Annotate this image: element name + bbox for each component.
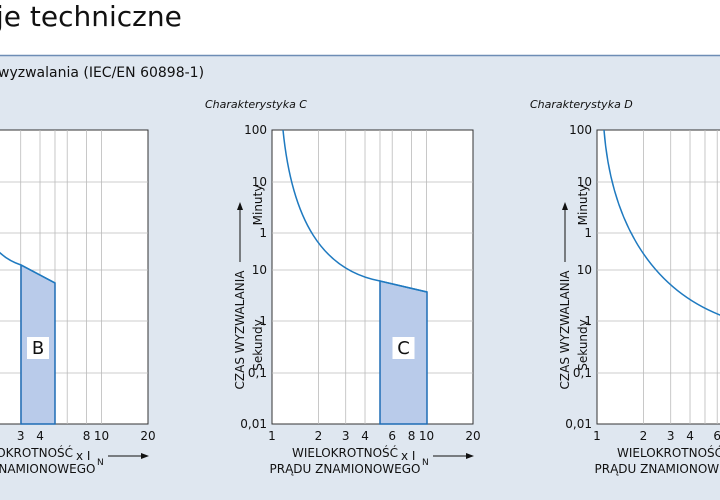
x-tick-label: 6 bbox=[388, 429, 396, 443]
y-tick-label: 100 bbox=[244, 123, 267, 137]
section-title: wyzwalania (IEC/EN 60898-1) bbox=[0, 65, 204, 81]
y-axis-label: CZAS WYZWALANIA bbox=[558, 270, 572, 390]
charts: B3481020WIELOKROTNOŚĆPRĄDU ZNAMIONOWEGOx… bbox=[0, 98, 720, 476]
chart-title: Charakterystyka D bbox=[530, 98, 633, 111]
x-tick-label: 3 bbox=[17, 429, 25, 443]
x-unit: x I bbox=[76, 449, 90, 463]
chart-title: Charakterystyka C bbox=[205, 98, 307, 111]
y-unit-lower: Sekundy bbox=[251, 319, 265, 371]
trip-curve bbox=[603, 129, 720, 316]
y-tick-label: 10 bbox=[252, 175, 267, 189]
y-tick-label: 1 bbox=[584, 226, 592, 240]
x-axis-label: PRĄDU ZNAMIONOWEGO bbox=[0, 462, 95, 476]
y-tick-label: 0,1 bbox=[248, 366, 267, 380]
x-tick-label: 4 bbox=[361, 429, 369, 443]
y-tick-label: 10 bbox=[577, 175, 592, 189]
y-tick-label: 1 bbox=[259, 226, 267, 240]
y-tick-label: 0,1 bbox=[573, 366, 592, 380]
x-axis-label: WIELOKROTNOŚĆ bbox=[617, 445, 720, 460]
plot-area bbox=[271, 129, 474, 425]
y-tick-label: 0,01 bbox=[240, 417, 267, 431]
zone-label: B bbox=[32, 338, 44, 359]
y-tick-label: 1 bbox=[259, 314, 267, 328]
y-axis-arrowhead bbox=[237, 202, 243, 210]
header-bg bbox=[0, 0, 720, 40]
x-tick-label: 8 bbox=[408, 429, 416, 443]
x-tick-label: 1 bbox=[593, 429, 601, 443]
x-axis-arrowhead bbox=[466, 453, 474, 459]
y-unit-upper: Minuty bbox=[251, 185, 265, 226]
x-tick-label: 4 bbox=[686, 429, 694, 443]
y-tick-label: 10 bbox=[252, 263, 267, 277]
y-axis-arrowhead bbox=[562, 202, 568, 210]
y-tick-label: 100 bbox=[569, 123, 592, 137]
x-tick-label: 8 bbox=[83, 429, 91, 443]
zone-label: C bbox=[397, 338, 410, 359]
y-unit-lower: Sekundy bbox=[576, 319, 590, 371]
y-tick-label: 1 bbox=[584, 314, 592, 328]
trip-curve bbox=[0, 251, 56, 284]
y-unit-upper: Minuty bbox=[576, 185, 590, 226]
x-tick-label: 2 bbox=[315, 429, 323, 443]
x-axis-label: PRĄDU ZNAMIONOWEGO bbox=[270, 462, 421, 476]
x-axis-label: PRĄDU ZNAMIONOWEGO bbox=[595, 462, 720, 476]
zone-label-box bbox=[392, 337, 415, 359]
x-tick-label: 20 bbox=[465, 429, 480, 443]
x-tick-label: 3 bbox=[667, 429, 675, 443]
page-title: je techniczne bbox=[0, 0, 182, 33]
x-axis-label: WIELOKROTNOŚĆ bbox=[0, 445, 73, 460]
x-axis-label: WIELOKROTNOŚĆ bbox=[292, 445, 398, 460]
trip-curve bbox=[282, 129, 428, 293]
x-unit-sub: N bbox=[97, 458, 104, 468]
x-unit-sub: N bbox=[422, 458, 429, 468]
plot-area bbox=[596, 129, 720, 425]
x-tick-label: 4 bbox=[36, 429, 44, 443]
y-axis-label: CZAS WYZWALANIA bbox=[233, 270, 247, 390]
zone-label-box bbox=[27, 337, 49, 359]
x-tick-label: 10 bbox=[419, 429, 434, 443]
x-tick-label: 6 bbox=[713, 429, 720, 443]
x-tick-label: 20 bbox=[140, 429, 155, 443]
chart: B 34 810 20 WIELOKROTNOŚĆ PRĄDU ZNAMIONOWEGOx… bbox=[0, 129, 156, 476]
x-tick-label: 10 bbox=[94, 429, 109, 443]
x-tick-label: 3 bbox=[342, 429, 350, 443]
x-unit: x I bbox=[401, 449, 415, 463]
x-tick-label: 2 bbox=[640, 429, 648, 443]
x-tick-label: 1 bbox=[268, 429, 276, 443]
y-tick-label: 10 bbox=[577, 263, 592, 277]
x-axis-arrowhead bbox=[141, 453, 149, 459]
y-tick-label: 0,01 bbox=[565, 417, 592, 431]
